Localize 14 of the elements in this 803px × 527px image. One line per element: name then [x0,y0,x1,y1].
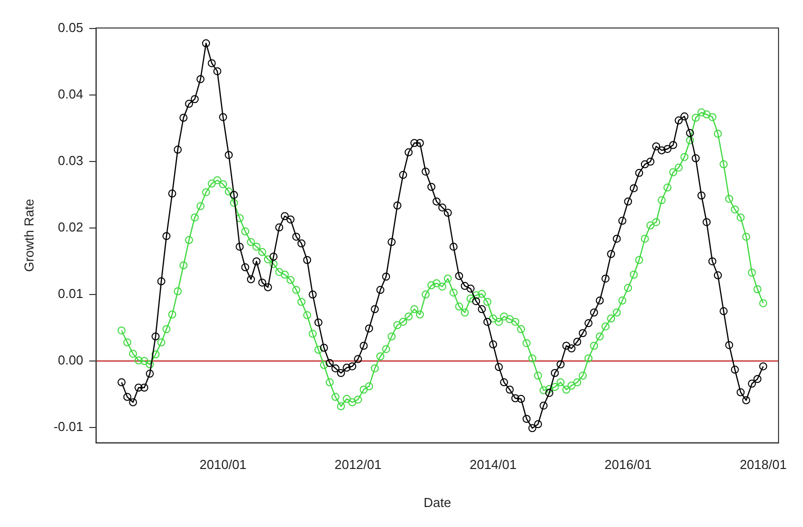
x-tick-label: 2010/01 [200,457,247,472]
y-tick-label: 0.00 [58,352,84,368]
x-tick-label: 2014/01 [470,457,517,472]
x-tick-label: 2012/01 [334,457,382,472]
y-axis-title: Growth Rate [21,198,36,272]
y-tick-label: -0.01 [54,419,84,434]
y-tick-label: 0.04 [58,86,84,102]
x-axis-title: Date [424,494,452,510]
y-tick-label: 0.03 [58,153,84,168]
x-tick-label: 2016/01 [604,457,652,472]
y-tick-label: 0.05 [58,20,84,36]
x-tick-label: 2018/01 [740,457,787,472]
y-tick-label: 0.02 [58,220,84,235]
y-tick-label: 0.01 [58,286,84,302]
